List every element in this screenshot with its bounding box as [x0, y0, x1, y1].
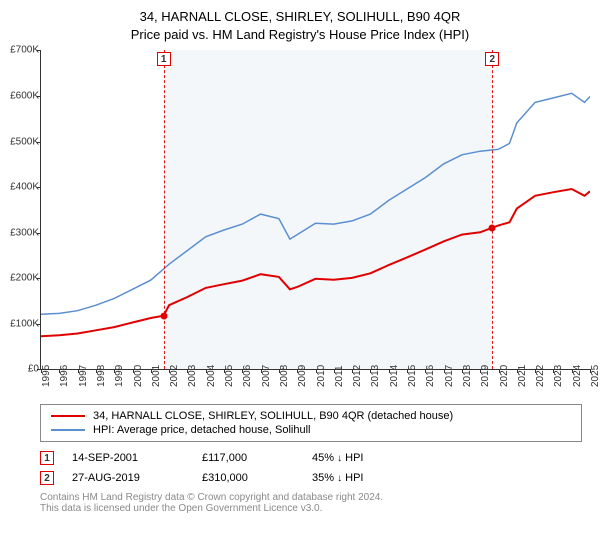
hpi-line: [41, 94, 590, 315]
y-tick-label: £300K: [0, 227, 39, 238]
sale-price: £310,000: [202, 472, 312, 484]
y-tick-label: £0: [0, 364, 39, 375]
y-tick-label: £700K: [0, 45, 39, 56]
chart-titles: 34, HARNALL CLOSE, SHIRLEY, SOLIHULL, B9…: [0, 0, 600, 44]
chart-area: £0£100K£200K£300K£400K£500K£600K£700K199…: [40, 50, 590, 400]
sale-point: [160, 313, 167, 320]
sale-row: 1 14-SEP-2001£117,00045% ↓ HPI: [40, 448, 582, 468]
price-line: [41, 189, 590, 336]
footer: Contains HM Land Registry data © Crown c…: [40, 492, 582, 514]
sale-date: 14-SEP-2001: [72, 452, 202, 464]
sale-row-marker: 1: [40, 451, 54, 465]
y-tick-label: £400K: [0, 182, 39, 193]
y-tick-label: £500K: [0, 136, 39, 147]
sale-vline: [492, 50, 493, 369]
sale-vline: [164, 50, 165, 369]
plot-region: £0£100K£200K£300K£400K£500K£600K£700K199…: [40, 50, 590, 370]
y-tick-label: £100K: [0, 318, 39, 329]
sale-price: £117,000: [202, 452, 312, 464]
sale-marker-box: 2: [485, 52, 499, 66]
legend: 34, HARNALL CLOSE, SHIRLEY, SOLIHULL, B9…: [40, 404, 582, 442]
sale-row: 2 27-AUG-2019£310,00035% ↓ HPI: [40, 468, 582, 488]
sale-row-marker: 2: [40, 471, 54, 485]
sale-pct: 45% ↓ HPI: [312, 452, 402, 464]
sale-date: 27-AUG-2019: [72, 472, 202, 484]
down-arrow-icon: ↓: [337, 453, 342, 464]
down-arrow-icon: ↓: [337, 473, 342, 484]
sale-point: [489, 225, 496, 232]
footer-line-2: This data is licensed under the Open Gov…: [40, 503, 582, 514]
sales-table: 1 14-SEP-2001£117,00045% ↓ HPI 2 27-AUG-201…: [40, 448, 582, 488]
x-tick-label: 2025: [590, 365, 594, 387]
title-line-2: Price paid vs. HM Land Registry's House …: [0, 26, 600, 44]
legend-row-hpi: HPI: Average price, detached house, Soli…: [51, 423, 571, 437]
legend-label-price: 34, HARNALL CLOSE, SHIRLEY, SOLIHULL, B9…: [93, 410, 453, 422]
sale-pct: 35% ↓ HPI: [312, 472, 402, 484]
title-line-1: 34, HARNALL CLOSE, SHIRLEY, SOLIHULL, B9…: [0, 8, 600, 26]
legend-label-hpi: HPI: Average price, detached house, Soli…: [93, 424, 311, 436]
footer-line-1: Contains HM Land Registry data © Crown c…: [40, 492, 582, 503]
legend-swatch-hpi: [51, 429, 85, 431]
series-svg: [41, 50, 590, 369]
y-tick-label: £600K: [0, 90, 39, 101]
sale-marker-box: 1: [157, 52, 171, 66]
legend-row-price: 34, HARNALL CLOSE, SHIRLEY, SOLIHULL, B9…: [51, 409, 571, 423]
legend-swatch-price: [51, 415, 85, 417]
y-tick-label: £200K: [0, 273, 39, 284]
